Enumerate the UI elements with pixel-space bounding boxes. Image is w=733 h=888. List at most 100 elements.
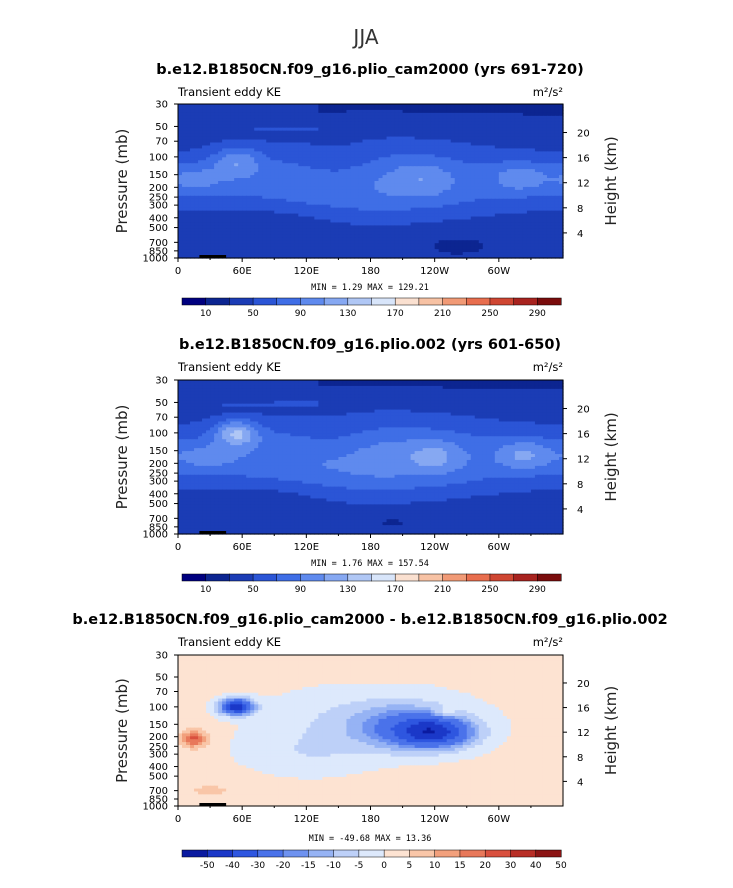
heatmap-cell (402, 142, 408, 147)
heatmap-cell (366, 151, 372, 155)
heatmap-cell (486, 157, 492, 161)
heatmap-cell (458, 172, 464, 176)
heatmap-cell (222, 106, 227, 111)
heatmap-cell (558, 151, 564, 155)
heatmap-cell (446, 163, 452, 167)
heatmap-cell (454, 169, 460, 173)
heatmap-cell (426, 169, 432, 173)
heatmap-cell (322, 139, 327, 144)
heatmap-cell (190, 112, 195, 117)
heatmap-cell (366, 136, 372, 141)
heatmap-cell (554, 175, 560, 179)
heatmap-cell (290, 112, 295, 117)
heatmap-cell (294, 104, 299, 108)
heatmap-cell (406, 175, 412, 179)
heatmap-cell (210, 130, 215, 135)
heatmap-cell (446, 124, 452, 129)
heatmap-cell (450, 115, 456, 120)
heatmap-cell (426, 104, 432, 108)
heatmap-cell (242, 160, 247, 164)
heatmap-cell (366, 169, 372, 173)
heatmap-cell (394, 115, 400, 120)
heatmap-cell (438, 109, 444, 114)
heatmap-cell (506, 151, 512, 155)
heatmap-cell (262, 118, 267, 123)
heatmap-cell (202, 130, 207, 135)
heatmap-cell (386, 112, 392, 117)
heatmap-cell (330, 109, 336, 114)
heatmap-cell (366, 166, 372, 170)
heatmap-cell (522, 106, 528, 111)
heatmap-cell (378, 139, 384, 144)
heatmap-cell (262, 151, 267, 155)
heatmap-cell (310, 121, 315, 126)
heatmap-cell (450, 157, 456, 161)
heatmap-cell (222, 118, 227, 123)
heatmap-cell (302, 169, 307, 173)
heatmap-cell (398, 127, 404, 132)
heatmap-cell (274, 109, 279, 114)
heatmap-cell (270, 127, 275, 132)
heatmap-cell (446, 127, 452, 132)
heatmap-cell (450, 142, 456, 147)
heatmap-cell (394, 157, 400, 161)
heatmap-cell (510, 112, 516, 117)
heatmap-cell (482, 166, 488, 170)
heatmap-cell (434, 109, 440, 114)
heatmap-cell (430, 139, 436, 144)
heatmap-cell (446, 157, 452, 161)
heatmap-cell (382, 115, 388, 120)
heatmap-cell (314, 142, 319, 147)
heatmap-cell (250, 118, 255, 123)
heatmap-cell (366, 163, 372, 167)
heatmap-cell (426, 172, 432, 176)
heatmap-cell (246, 139, 251, 144)
heatmap-cell (242, 142, 247, 147)
heatmap-cell (246, 178, 251, 182)
heatmap-cell (462, 154, 468, 158)
heatmap-cell (498, 121, 504, 126)
heatmap-cell (314, 121, 319, 126)
heatmap-cell (502, 169, 508, 173)
heatmap-cell (382, 163, 388, 167)
heatmap-cell (382, 169, 388, 173)
heatmap-cell (254, 127, 259, 132)
heatmap-cell (294, 121, 299, 126)
heatmap-cell (474, 112, 480, 117)
heatmap-cell (330, 169, 336, 173)
heatmap-cell (294, 118, 299, 123)
heatmap-cell (374, 169, 380, 173)
heatmap-cell (182, 121, 187, 126)
heatmap-cell (334, 118, 340, 123)
heatmap-cell (410, 136, 416, 141)
heatmap-cell (274, 166, 279, 170)
heatmap-cell (430, 115, 436, 120)
heatmap-cell (242, 112, 247, 117)
heatmap-cell (482, 118, 488, 123)
heatmap-cell (406, 145, 412, 150)
heatmap-cell (430, 163, 436, 167)
heatmap-cell (354, 178, 360, 182)
heatmap-cell (362, 124, 368, 129)
heatmap-cell (434, 104, 440, 108)
heatmap-cell (534, 136, 540, 141)
heatmap-cell (542, 112, 548, 117)
heatmap-cell (470, 118, 476, 123)
heatmap-cell (346, 133, 352, 138)
heatmap-cell (522, 145, 528, 150)
heatmap-cell (470, 121, 476, 126)
heatmap-cell (406, 169, 412, 173)
heatmap-cell (414, 109, 420, 114)
heatmap-cell (390, 118, 396, 123)
heatmap-cell (310, 124, 315, 129)
heatmap-cell (218, 130, 223, 135)
heatmap-cell (406, 160, 412, 164)
heatmap-cell (198, 172, 203, 176)
heatmap-cell (182, 106, 187, 111)
heatmap-cell (526, 121, 532, 126)
heatmap-cell (226, 136, 231, 141)
heatmap-cell (234, 118, 239, 123)
heatmap-cell (230, 163, 235, 167)
heatmap-cell (330, 106, 336, 111)
